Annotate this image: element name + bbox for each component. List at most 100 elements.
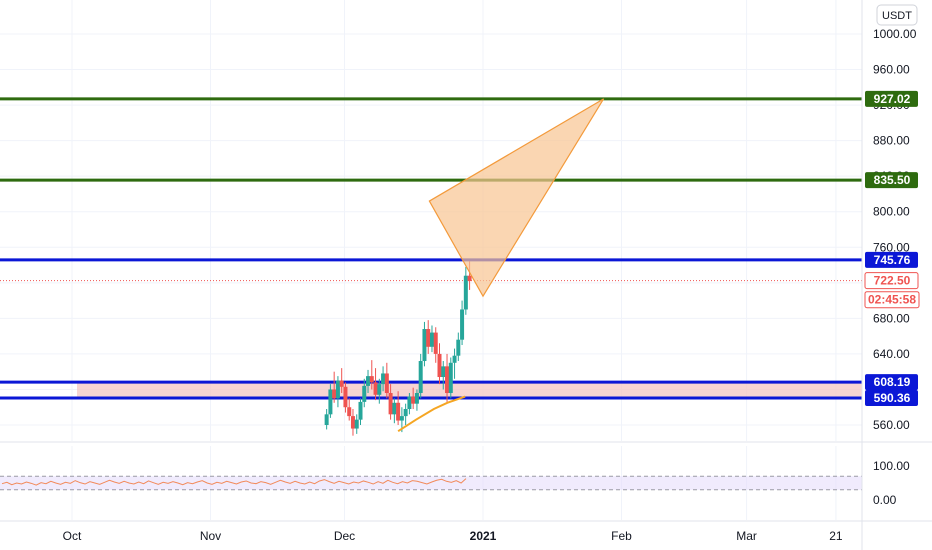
candle-body: [369, 376, 374, 383]
rsi-tick-label: 0.00: [873, 493, 897, 507]
price-label-608.19: 608.19: [865, 374, 918, 391]
candle-body: [362, 385, 367, 402]
price-label-927.02: 927.02: [865, 90, 918, 107]
price-label-02:45:58: 02:45:58: [864, 291, 920, 309]
candle-body: [399, 416, 404, 421]
candle-body: [373, 382, 378, 395]
candle-body: [422, 329, 427, 362]
candle: [426, 320, 431, 354]
candle: [324, 409, 329, 430]
candle-body: [339, 380, 344, 387]
candle-body: [328, 389, 333, 415]
candle: [445, 353, 450, 402]
time-axis: Oct Nov Dec 2021 Feb Mar 21: [63, 529, 843, 543]
price-label-text: 722.50: [874, 274, 911, 288]
price-label-bg: [865, 90, 918, 107]
candle-body: [411, 396, 416, 404]
candle: [437, 343, 442, 385]
candle: [328, 384, 333, 418]
price-label-bg: [865, 172, 918, 189]
candle: [429, 325, 434, 353]
candle-body: [403, 409, 408, 417]
price-label-745.76: 745.76: [865, 251, 918, 268]
moving-average: [397, 395, 466, 433]
price-label-bg: [864, 272, 919, 290]
candle: [392, 398, 397, 424]
candle: [366, 369, 371, 394]
x-tick-label: Feb: [611, 529, 632, 543]
candle-body: [335, 380, 340, 399]
candle: [354, 414, 359, 434]
candle-body: [441, 366, 446, 378]
candle-body: [452, 355, 457, 363]
candle-body: [396, 402, 401, 421]
candle-body: [460, 309, 465, 340]
candle-body: [433, 332, 438, 354]
candle: [373, 368, 378, 401]
candle: [463, 266, 468, 315]
candle-body: [388, 393, 393, 415]
candle: [339, 368, 344, 394]
candle: [411, 387, 416, 410]
candle: [422, 321, 427, 367]
x-tick-label: Dec: [334, 529, 355, 543]
x-tick-label: Mar: [736, 529, 757, 543]
candle: [332, 371, 337, 403]
candle-body: [332, 389, 337, 399]
candle-body: [437, 353, 442, 378]
candle-body: [448, 362, 453, 394]
candle: [388, 384, 393, 420]
price-label-835.50: 835.50: [865, 172, 918, 189]
y-tick-label: 680.00: [873, 311, 910, 325]
candle: [433, 327, 438, 363]
price-labels: 927.02 835.50 745.76 722.50 02:45:58 608.19 59…: [864, 90, 920, 407]
triangle-shape: [428, 98, 605, 298]
y-tick-label: 1000.00: [873, 27, 917, 41]
currency-badge[interactable]: USDT: [876, 4, 918, 26]
price-label-bg: [865, 390, 918, 407]
x-tick-label: 2021: [470, 529, 497, 543]
candle: [456, 332, 461, 362]
candle-body: [418, 361, 423, 394]
candle-body: [347, 407, 352, 417]
candle: [384, 362, 389, 399]
price-label-bg: [865, 251, 918, 268]
candle: [414, 389, 419, 411]
y-tick-label: 560.00: [873, 418, 910, 432]
candle: [358, 398, 363, 425]
candle: [452, 348, 457, 379]
candle-body: [392, 402, 397, 415]
candle-body: [384, 373, 389, 394]
rsi-tick-label: 100.00: [873, 459, 910, 473]
price-label-text: 745.76: [874, 253, 911, 267]
candle: [377, 378, 382, 404]
price-label-text: 590.36: [874, 391, 911, 405]
price-label-text: 835.50: [874, 173, 911, 187]
candle: [381, 366, 386, 392]
candle-body: [429, 332, 434, 347]
x-tick-label: 21: [829, 529, 843, 543]
candle: [350, 409, 355, 436]
price-label-bg: [865, 374, 918, 391]
candle-body: [377, 384, 382, 395]
candle-body: [414, 393, 419, 404]
candle-body: [366, 376, 371, 386]
price-label-bg: [864, 291, 920, 309]
candle: [460, 300, 465, 346]
candle: [407, 393, 412, 415]
candle-body: [350, 416, 355, 429]
moving-average-line: [397, 395, 466, 433]
currency-label: USDT: [882, 10, 912, 22]
price-label-590.36: 590.36: [865, 390, 918, 407]
candle-body: [445, 366, 450, 394]
candle: [418, 353, 423, 399]
x-tick-label: Oct: [63, 529, 82, 543]
price-label-text: 927.02: [874, 92, 911, 106]
candle-body: [324, 414, 329, 425]
triangle-drawing[interactable]: [428, 98, 605, 298]
candle-body: [358, 401, 363, 420]
horizontal-lines: [0, 97, 862, 400]
support-zone: [77, 382, 862, 399]
candle: [448, 357, 453, 399]
